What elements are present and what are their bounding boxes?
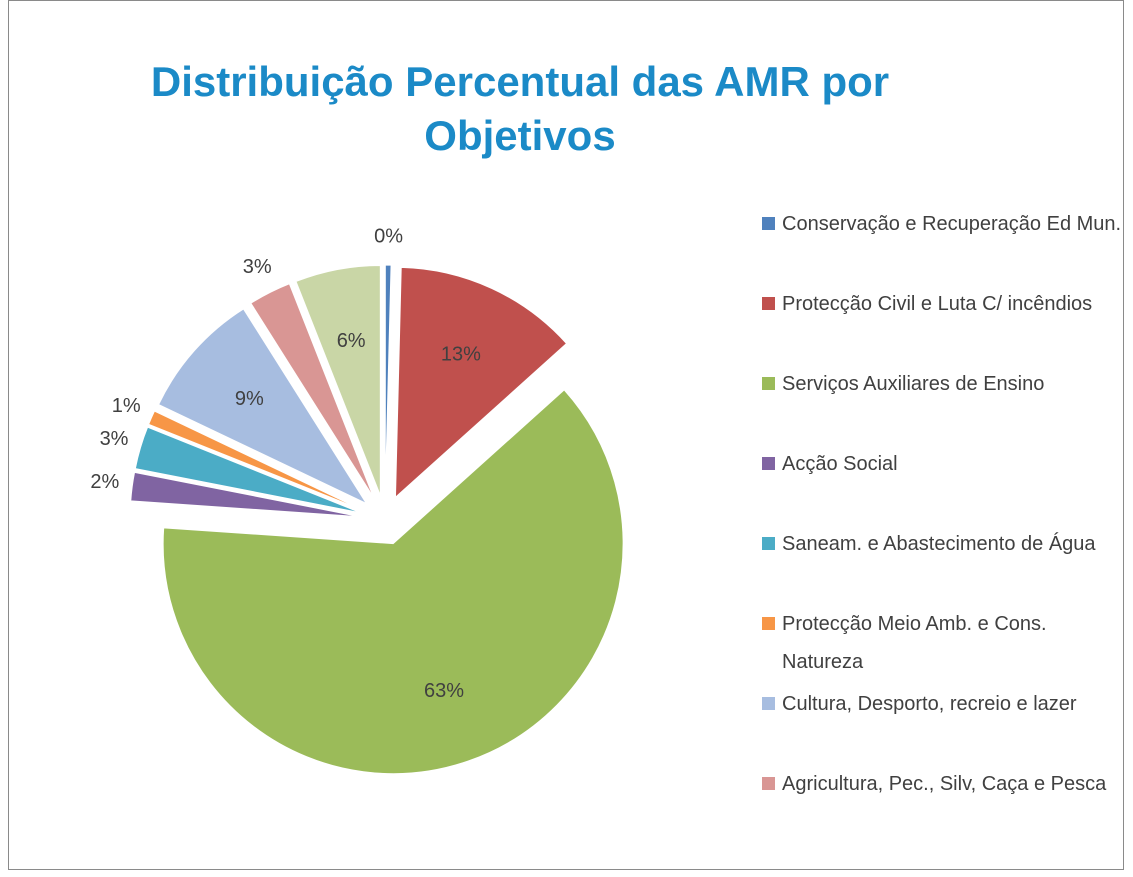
legend-item: Protecção Civil e Luta C/ incêndios bbox=[762, 285, 1127, 323]
legend-label: Serviços Auxiliares de Ensino bbox=[782, 373, 1045, 395]
pie-slice bbox=[384, 264, 392, 496]
data-label: 13% bbox=[441, 344, 481, 366]
data-label: 3% bbox=[243, 256, 272, 278]
pie-slice bbox=[148, 410, 363, 511]
legend-item: Cultura, Desporto, recreio e lazer bbox=[762, 685, 1127, 723]
legend-label: Cultura, Desporto, recreio e lazer bbox=[782, 693, 1077, 715]
legend-item: Protecção Meio Amb. e Cons. Natureza bbox=[762, 605, 1127, 681]
legend-label: Conservação e Recuperação Ed Mun. bbox=[782, 213, 1122, 235]
legend-swatch bbox=[762, 777, 775, 790]
pie-slice bbox=[250, 283, 375, 498]
legend-swatch bbox=[762, 617, 775, 630]
data-label: 9% bbox=[235, 388, 264, 410]
legend-swatch bbox=[762, 217, 775, 230]
pie-slice bbox=[157, 308, 368, 505]
legend-swatch bbox=[762, 457, 775, 470]
pie-slice bbox=[134, 426, 362, 514]
data-label: 1% bbox=[112, 395, 141, 417]
legend-item: Saneam. e Abastecimento de Água bbox=[762, 525, 1127, 563]
data-label: 0% bbox=[374, 226, 403, 248]
pie-slice bbox=[162, 389, 624, 775]
legend-swatch bbox=[762, 697, 775, 710]
legend-item: Conservação e Recuperação Ed Mun. bbox=[762, 205, 1127, 243]
legend-label: Acção Social bbox=[782, 453, 898, 475]
pie-slice bbox=[394, 266, 568, 499]
legend-swatch bbox=[762, 297, 775, 310]
data-label: 6% bbox=[337, 330, 366, 352]
chart-frame bbox=[8, 0, 1124, 870]
data-label: 63% bbox=[424, 680, 464, 702]
legend-label: Agricultura, Pec., Silv, Caça e Pesca bbox=[782, 773, 1107, 795]
data-label: 2% bbox=[90, 471, 119, 493]
legend-item: Serviços Auxiliares de Ensino bbox=[762, 365, 1127, 403]
pie-slice bbox=[295, 264, 381, 496]
legend-swatch bbox=[762, 537, 775, 550]
pie-slice bbox=[130, 471, 361, 518]
data-label: 3% bbox=[100, 428, 129, 450]
chart-title: Distribuição Percentual das AMR por Obje… bbox=[150, 58, 890, 159]
legend-label: Protecção Civil e Luta C/ incêndios bbox=[782, 293, 1093, 315]
legend-item: Acção Social bbox=[762, 445, 1127, 483]
legend-label: Protecção Meio Amb. e Cons. Natureza bbox=[782, 613, 1047, 673]
legend-swatch bbox=[762, 377, 775, 390]
legend-label: Saneam. e Abastecimento de Água bbox=[782, 533, 1096, 555]
legend-item: Agricultura, Pec., Silv, Caça e Pesca bbox=[762, 765, 1127, 803]
